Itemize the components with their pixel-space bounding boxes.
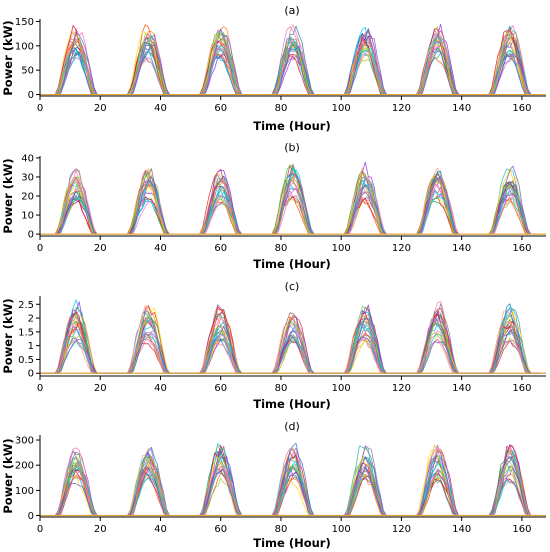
- panel-a-x-tick-label: 0: [37, 103, 43, 114]
- panel-a-x-tick-label: 40: [154, 103, 167, 114]
- panel-d-y-tick-label: 0: [28, 511, 34, 522]
- panel-a-x-tick-label: 100: [332, 103, 351, 114]
- panel-a-x-tick-label: 60: [214, 103, 227, 114]
- panel-a-x-tick-label: 120: [392, 103, 411, 114]
- panel-d-x-tick-label: 40: [154, 524, 167, 535]
- panel-b-x-tick-label: 120: [392, 243, 411, 254]
- panel-c-y-tick-label: 1: [28, 341, 34, 352]
- panel-c-x-tick-label: 40: [154, 383, 167, 394]
- panel-c-x-tick-label: 140: [452, 383, 471, 394]
- panel-c-x-tick-label: 80: [275, 383, 288, 394]
- panel-c-ylabel: Power (kW): [1, 298, 15, 373]
- panel-b-xlabel: Time (Hour): [253, 257, 330, 271]
- panel-a-ticks: 0 20 40 60 80 100 120 140 160 0 50 100 150: [15, 17, 532, 114]
- panel-a-y-tick-label: 100: [15, 41, 34, 52]
- panel-d-x-tick-label: 80: [275, 524, 288, 535]
- panel-b-y-tick-label: 10: [21, 211, 34, 222]
- panel-c-x-tick-label: 160: [512, 383, 531, 394]
- panel-d-y-tick-label: 300: [15, 436, 34, 447]
- panel-d-y-tick-label: 200: [15, 461, 34, 472]
- panel-b: (b) 0 20 40 60 80 100 120 140 160 0 10 20 30 40 Time …: [1, 141, 546, 271]
- panel-c-xlabel: Time (Hour): [253, 397, 330, 411]
- panel-a-y-tick-label: 150: [15, 17, 34, 28]
- panel-a-y-tick-label: 50: [21, 66, 34, 77]
- panel-c-y-tick-label: 2.5: [18, 300, 34, 311]
- panel-d-title: (d): [284, 420, 300, 433]
- panel-c-y-tick-label: 1.5: [18, 327, 34, 338]
- panel-b-title: (b): [284, 141, 300, 154]
- panel-c-series: [40, 299, 546, 374]
- panel-b-x-tick-label: 60: [214, 243, 227, 254]
- panel-a-x-tick-label: 80: [275, 103, 288, 114]
- panel-a-y-tick-label: 0: [28, 90, 34, 101]
- panel-b-x-tick-label: 20: [94, 243, 107, 254]
- panel-b-ylabel: Power (kW): [1, 158, 15, 233]
- panel-b-x-tick-label: 100: [332, 243, 351, 254]
- panel-b-series: [40, 161, 546, 235]
- panel-a-xlabel: Time (Hour): [253, 119, 330, 133]
- panel-c-x-tick-label: 20: [94, 383, 107, 394]
- panel-d-x-tick-label: 0: [37, 524, 43, 535]
- panel-b-y-tick-label: 0: [28, 230, 34, 241]
- panel-b-y-tick-label: 40: [21, 153, 34, 164]
- panel-c-x-tick-label: 0: [37, 383, 43, 394]
- panel-b-x-tick-label: 140: [452, 243, 471, 254]
- panel-b-x-tick-label: 40: [154, 243, 167, 254]
- panel-d-x-tick-label: 160: [512, 524, 531, 535]
- panel-d-x-tick-label: 60: [214, 524, 227, 535]
- panel-b-x-tick-label: 80: [275, 243, 288, 254]
- panel-c-y-tick-label: 0: [28, 369, 34, 380]
- panel-a: (a) 0 20 40 60 80 100 120 140 160 0 50 100 150 Time …: [1, 4, 546, 133]
- panel-d: (d) 0 20 40 60 80 100 120 140 160 0 100 200 300 Time…: [1, 420, 546, 550]
- panel-b-ticks: 0 20 40 60 80 100 120 140 160 0 10 20 30 40: [21, 153, 531, 254]
- panel-d-x-tick-label: 100: [332, 524, 351, 535]
- panel-a-series: [40, 23, 546, 96]
- panel-a-x-tick-label: 20: [94, 103, 107, 114]
- panel-c-title: (c): [285, 280, 300, 293]
- panel-b-y-tick-label: 30: [21, 172, 34, 183]
- panel-c-y-tick-label: 2: [28, 314, 34, 325]
- panel-a-ylabel: Power (kW): [1, 20, 15, 95]
- panel-b-x-tick-label: 0: [37, 243, 43, 254]
- panel-c-x-tick-label: 60: [214, 383, 227, 394]
- panel-d-series: [40, 442, 546, 517]
- panel-d-x-tick-label: 20: [94, 524, 107, 535]
- panel-c-ticks: 0 20 40 60 80 100 120 140 160 0 0.5 1 1.5 2 2.5: [18, 300, 531, 394]
- panel-a-title: (a): [284, 4, 299, 17]
- panel-d-x-tick-label: 140: [452, 524, 471, 535]
- panel-c-x-tick-label: 120: [392, 383, 411, 394]
- panel-d-x-tick-label: 120: [392, 524, 411, 535]
- panel-b-x-tick-label: 160: [512, 243, 531, 254]
- panel-a-x-tick-label: 160: [512, 103, 531, 114]
- panel-d-ticks: 0 20 40 60 80 100 120 140 160 0 100 200 300: [15, 436, 532, 535]
- panel-d-y-tick-label: 100: [15, 486, 34, 497]
- panel-d-ylabel: Power (kW): [1, 438, 15, 513]
- panel-c-y-tick-label: 0.5: [18, 355, 34, 366]
- panel-b-y-tick-label: 20: [21, 192, 34, 203]
- panel-a-x-tick-label: 140: [452, 103, 471, 114]
- panel-d-xlabel: Time (Hour): [253, 536, 330, 550]
- panel-c: (c) 0 20 40 60 80 100 120 140 160 0 0.5 1 1.5 2 2.5 Ti…: [1, 280, 546, 411]
- panel-c-x-tick-label: 100: [332, 383, 351, 394]
